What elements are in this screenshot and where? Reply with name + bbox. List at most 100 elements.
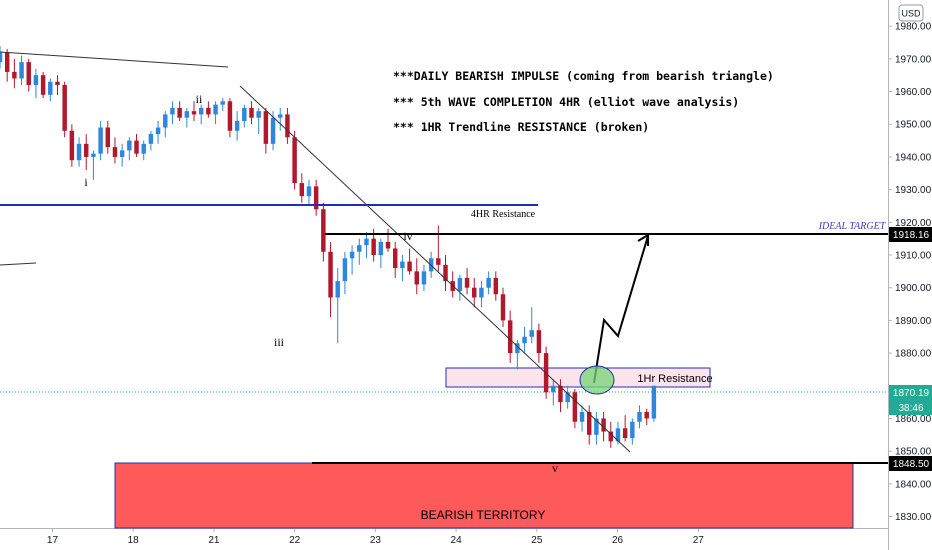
candle-down [134, 140, 139, 154]
candle-up [594, 418, 599, 435]
candle-down [12, 71, 17, 79]
time-axis-ticks: 17 18 21 22 23 24 25 26 27 [47, 528, 704, 546]
price-tick-label: 1840.00 [895, 479, 932, 490]
candle-down [177, 107, 182, 118]
candle-up [163, 114, 168, 128]
candle-up [119, 150, 125, 157]
candle-up [141, 143, 146, 154]
currency-box[interactable] [898, 4, 924, 22]
candle-down [40, 75, 46, 95]
candle-down [321, 209, 326, 252]
time-tick-label: 22 [289, 535, 301, 546]
candle-down [26, 62, 31, 86]
headline-3: *** 1HR Trendline RESISTANCE (broken) [393, 120, 649, 134]
candle-up [198, 107, 204, 115]
candle-up [349, 251, 355, 259]
price-tick-label: 1860.00 [895, 414, 932, 425]
price-tick-label: 1880.00 [895, 349, 932, 360]
bearish-line-price-label: 1848.50 [893, 459, 930, 470]
candle-down [622, 428, 628, 439]
candle-down [644, 411, 649, 419]
time-tick-label: 27 [693, 535, 705, 546]
candle-down [299, 183, 305, 197]
price-tick-label: 1830.00 [895, 512, 932, 523]
candle-down [472, 287, 477, 298]
candle-up [637, 411, 642, 422]
candle-up [127, 140, 132, 151]
candle-up [242, 107, 247, 121]
candle-down [407, 261, 412, 272]
time-tick-label: 26 [612, 535, 624, 546]
resistance-1hr-label: 1Hr Resistance [637, 373, 712, 385]
candle-down [500, 294, 506, 321]
candle-down [601, 418, 606, 432]
target-price-badge [889, 227, 932, 242]
candle-down [328, 251, 333, 298]
candle-up [579, 411, 585, 422]
candle-down [206, 107, 211, 115]
candle-down [62, 85, 67, 131]
triangle-lower-line [0, 262, 37, 266]
candle-up [335, 281, 340, 298]
candle-down [507, 320, 513, 354]
candle-down [443, 264, 448, 282]
candle-up [0, 52, 3, 63]
candle-up [170, 107, 175, 115]
wave-iii-label: iii [274, 335, 285, 349]
bearish-territory-zone [114, 462, 854, 529]
price-tick-label: 1970.00 [895, 54, 932, 65]
candle-up [342, 258, 348, 282]
candle-up [364, 238, 369, 246]
price-tick-label: 1950.00 [895, 120, 932, 131]
time-tick-label: 24 [451, 535, 463, 546]
candle-up [98, 127, 103, 154]
candle-up [33, 75, 39, 86]
candle-up [615, 428, 621, 442]
candle-up [515, 343, 520, 354]
price-tick-label: 1910.00 [895, 251, 932, 262]
wave-i-label: i [84, 175, 88, 189]
candle-down [536, 330, 542, 354]
candle-down [572, 392, 578, 422]
time-tick-label: 17 [47, 535, 59, 546]
time-tick-label: 18 [128, 535, 140, 546]
price-tick-label: 1980.00 [895, 22, 932, 33]
price-tick-label: 1960.00 [895, 87, 932, 98]
candle-down [313, 186, 319, 210]
currency-label: USD [901, 9, 921, 19]
time-tick-label: 25 [531, 535, 543, 546]
candle-down [249, 107, 254, 118]
candle-up [184, 111, 190, 118]
candle-up [357, 245, 362, 252]
candle-down [191, 111, 197, 115]
candle-up [155, 127, 161, 135]
candle-up [48, 81, 53, 95]
price-tick-label: 1940.00 [895, 152, 932, 163]
candle-up [651, 385, 657, 419]
candle-down [69, 130, 75, 161]
candle-up [278, 114, 283, 118]
candle-up [76, 143, 82, 161]
target-price-label: 1918.16 [893, 230, 930, 241]
candle-down [371, 238, 376, 256]
candle-up [306, 186, 312, 197]
candle-down [558, 385, 563, 403]
wave-iv-label: iv [403, 229, 412, 243]
candle-up [529, 330, 534, 337]
candle-down [112, 147, 118, 157]
resistance-4hr-label: 4HR Resistance [471, 209, 536, 220]
bearish-territory-label: BEARISH TERRITORY [421, 508, 546, 522]
price-tick-label: 1920.00 [895, 218, 932, 229]
current-price-badge [889, 385, 932, 400]
countdown-badge [889, 400, 932, 415]
candle-down [385, 241, 391, 249]
resistance-1hr-zone [445, 367, 711, 388]
candle-up [486, 277, 491, 288]
candle-up [234, 120, 240, 131]
projection-arrowhead [637, 233, 649, 246]
candle-up [213, 104, 218, 115]
candle-up [220, 101, 225, 105]
candle-down [464, 277, 470, 288]
candle-down [586, 411, 592, 435]
